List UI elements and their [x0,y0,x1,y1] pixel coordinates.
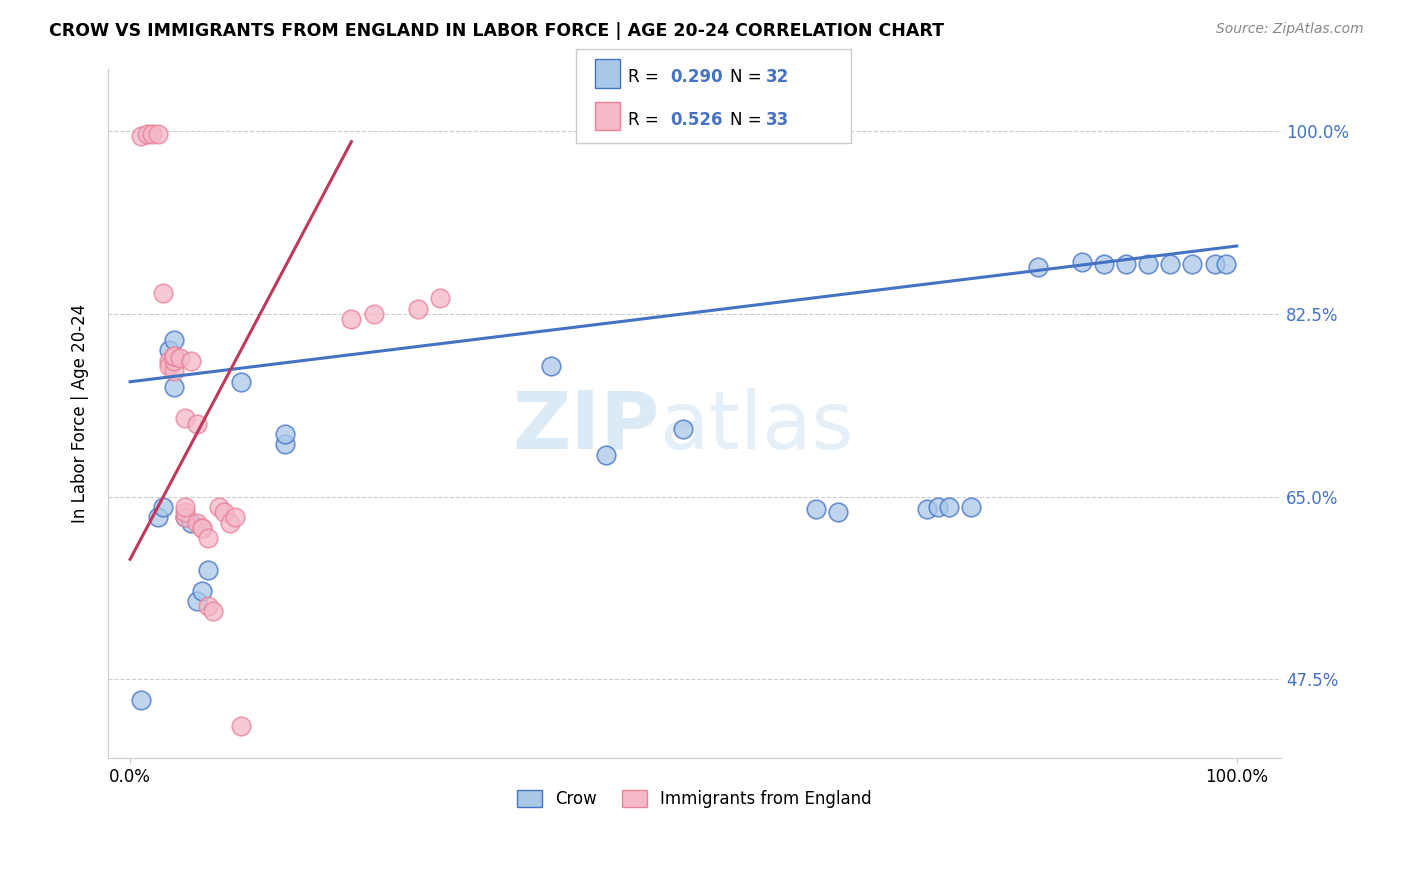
Point [1181,257,1204,271]
Text: 33: 33 [766,111,790,128]
Point [229,719,252,733]
Point [938,500,960,514]
Text: 32: 32 [766,69,790,87]
Point [208,500,231,514]
Point [197,563,219,577]
Point [174,500,197,514]
Point [197,532,219,546]
Point [229,375,252,389]
Point [340,312,363,326]
Point [163,364,186,378]
Text: 0.290: 0.290 [671,69,723,87]
Point [174,505,197,519]
Point [274,427,297,442]
Text: atlas: atlas [659,388,853,466]
Text: Source: ZipAtlas.com: Source: ZipAtlas.com [1216,22,1364,37]
Text: R =: R = [628,111,665,128]
Y-axis label: In Labor Force | Age 20-24: In Labor Force | Age 20-24 [72,303,89,523]
Point [163,349,186,363]
Point [429,291,451,305]
Point [152,285,174,300]
Point [960,500,983,514]
Point [146,128,169,142]
Point [191,583,214,598]
Point [595,448,617,462]
Point [202,604,225,618]
Point [163,333,186,347]
Point [174,510,197,524]
Point [218,516,240,530]
Point [224,510,246,524]
Point [1159,257,1181,271]
Point [1137,257,1160,271]
Point [927,500,949,514]
Point [197,599,219,614]
Text: 0.526: 0.526 [671,111,723,128]
Point [1026,260,1049,274]
Point [191,521,214,535]
Point [212,505,235,519]
Point [806,502,828,516]
Point [174,510,197,524]
Point [540,359,562,373]
Point [1092,257,1115,271]
Point [157,343,180,358]
Point [163,380,186,394]
Point [186,516,208,530]
Point [180,354,202,368]
Point [163,354,186,368]
Point [672,422,695,436]
Point [1204,257,1226,271]
Legend: Crow, Immigrants from England: Crow, Immigrants from England [510,783,879,814]
Point [163,349,186,363]
Point [152,500,174,514]
Point [157,354,180,368]
Point [180,516,202,530]
Point [129,129,152,144]
Text: CROW VS IMMIGRANTS FROM ENGLAND IN LABOR FORCE | AGE 20-24 CORRELATION CHART: CROW VS IMMIGRANTS FROM ENGLAND IN LABOR… [49,22,945,40]
Point [1215,257,1237,271]
Text: R =: R = [628,69,665,87]
Point [169,351,191,365]
Point [146,510,169,524]
Point [174,411,197,425]
Point [1070,254,1092,268]
Point [406,301,429,316]
Text: ZIP: ZIP [512,388,659,466]
Point [186,594,208,608]
Point [1115,257,1137,271]
Point [191,521,214,535]
Text: N =: N = [730,111,766,128]
Point [915,502,938,516]
Point [363,307,385,321]
Point [141,128,163,142]
Point [186,417,208,431]
Point [827,505,849,519]
Point [129,693,152,707]
Text: N =: N = [730,69,766,87]
Point [157,359,180,373]
Point [135,128,157,142]
Point [274,437,297,451]
